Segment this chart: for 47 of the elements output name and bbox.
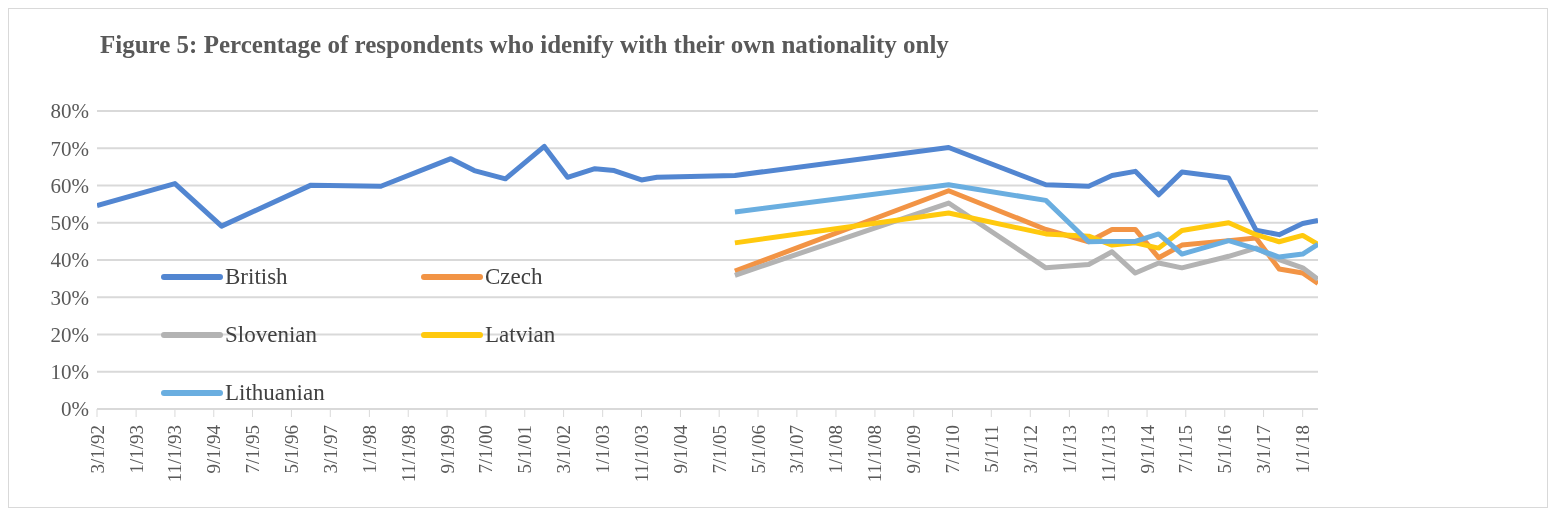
y-tick-label: 60% [50, 173, 89, 198]
x-tick-label: 7/1/95 [241, 425, 263, 474]
x-tick-label: 11/1/08 [864, 425, 886, 483]
x-tick-label: 1/1/08 [825, 425, 847, 474]
y-tick-label: 80% [50, 99, 89, 124]
x-tick-label: 3/1/97 [319, 425, 341, 474]
x-tick-label: 9/1/14 [1136, 424, 1158, 474]
x-tick-label: 7/1/00 [475, 425, 497, 474]
x-tick-label: 7/1/05 [708, 425, 730, 474]
y-tick-label: 30% [50, 285, 89, 310]
x-tick-label: 1/1/98 [358, 425, 380, 474]
y-tick-label: 70% [50, 136, 89, 161]
x-tick-label: 5/1/01 [514, 425, 536, 474]
y-tick-label: 20% [50, 322, 89, 347]
x-tick-label: 3/1/17 [1253, 425, 1275, 474]
legend-label: Latvian [485, 322, 556, 348]
y-tick-label: 10% [50, 360, 89, 385]
x-tick-label: 1/1/18 [1292, 425, 1314, 474]
x-tick-label: 9/1/04 [669, 424, 691, 474]
legend-label: British [225, 264, 288, 290]
x-tick-label: 5/1/96 [280, 425, 302, 474]
x-tick-label: 9/1/99 [436, 425, 458, 474]
x-tick-label: 11/1/13 [1097, 425, 1119, 483]
y-tick-label: 40% [50, 248, 89, 273]
chart-title: Figure 5: Percentage of respondents who idenify with their own nationality only [99, 30, 950, 60]
x-tick-label: 5/1/11 [980, 425, 1002, 473]
x-tick-label: 1/1/03 [592, 425, 614, 474]
y-tick-label: 50% [50, 211, 89, 236]
x-tick-label: 5/1/16 [1214, 425, 1236, 474]
x-tick-label: 7/1/10 [941, 425, 963, 474]
x-tick-label: 3/1/07 [786, 425, 808, 474]
x-tick-label: 11/1/98 [397, 425, 419, 483]
x-tick-label: 9/1/09 [903, 425, 925, 474]
x-tick-label: 11/1/03 [631, 425, 653, 483]
x-tick-label: 1/1/93 [125, 425, 147, 474]
x-tick-label: 3/1/12 [1019, 425, 1041, 474]
y-tick-label: 0% [61, 397, 89, 422]
legend-label: Czech [485, 264, 543, 290]
legend-label: Lithuanian [225, 380, 325, 406]
x-tick-label: 1/1/13 [1058, 425, 1080, 474]
x-tick-label: 5/1/06 [747, 425, 769, 474]
x-tick-label: 3/1/92 [86, 425, 108, 474]
legend-label: Slovenian [225, 322, 317, 348]
x-tick-label: 9/1/94 [203, 424, 225, 474]
x-tick-label: 7/1/15 [1175, 425, 1197, 474]
x-tick-label: 11/1/93 [164, 425, 186, 483]
x-tick-label: 3/1/02 [553, 425, 575, 474]
